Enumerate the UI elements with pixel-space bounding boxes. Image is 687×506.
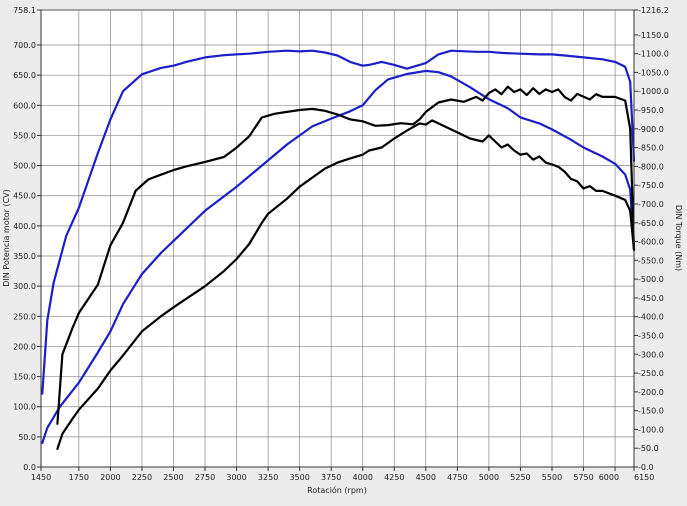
x-tick-label: 5750 bbox=[573, 473, 593, 482]
series-line-2 bbox=[41, 69, 636, 444]
x-axis-label: Rotación (rpm) bbox=[307, 485, 367, 495]
x-tick-label: 3750 bbox=[321, 473, 341, 482]
y-right-tick-label: -1000.0 bbox=[638, 87, 669, 96]
y-axis-left-label: DIN Potencia motor (CV) bbox=[2, 189, 11, 287]
x-tick-label: 2500 bbox=[163, 473, 183, 482]
y-left-tick-label: 50.0 bbox=[18, 433, 36, 442]
y-left-tick-label: 300.0 bbox=[13, 282, 36, 291]
y-right-tick-label: -500.0 bbox=[638, 275, 664, 284]
y-right-tick-label: -1100.0 bbox=[638, 50, 669, 59]
y-left-tick-label: 500.0 bbox=[13, 162, 36, 171]
y-left-tick-label: 758.1 bbox=[13, 6, 36, 15]
y-right-tick-label: -1050.0 bbox=[638, 68, 669, 77]
y-right-tick-label: -900.0 bbox=[638, 125, 664, 134]
y-right-tick-label: -800.0 bbox=[638, 162, 664, 171]
x-tick-label: 4750 bbox=[447, 473, 467, 482]
y-left-tick-label: 350.0 bbox=[13, 252, 36, 261]
grid-lines bbox=[41, 10, 634, 467]
y-left-tick-label: 450.0 bbox=[13, 192, 36, 201]
y-left-tick-label: 700.0 bbox=[13, 41, 36, 50]
y-left-tick-label: 250.0 bbox=[13, 312, 36, 321]
y-right-tick-label: -0.0 bbox=[638, 463, 654, 472]
y-right-tick-label: -1216.2 bbox=[638, 6, 669, 15]
x-tick-label: 2250 bbox=[132, 473, 152, 482]
x-tick-label: 5000 bbox=[479, 473, 499, 482]
y-left-tick-label: 600.0 bbox=[13, 101, 36, 110]
x-tick-label: 6000 bbox=[599, 473, 619, 482]
series-line-3 bbox=[56, 85, 636, 425]
y-left-tick-label: 650.0 bbox=[13, 71, 36, 80]
y-left-tick-label: 200.0 bbox=[13, 342, 36, 351]
y-right-tick-label: -850.0 bbox=[638, 144, 664, 153]
x-tick-label: 2750 bbox=[195, 473, 215, 482]
x-tick-label: 3000 bbox=[226, 473, 246, 482]
y-right-tick-label: -950.0 bbox=[638, 106, 664, 115]
plot-area bbox=[40, 9, 635, 468]
axes: 1450 1750 2000 2250 2500 2750 3000 3250 3500 3750… bbox=[13, 6, 669, 482]
y-right-tick-label: -650.0 bbox=[638, 219, 664, 228]
series-lines bbox=[41, 49, 636, 450]
y-right-tick-label: -100.0 bbox=[638, 425, 664, 434]
y-left-tick-label: 0.0 bbox=[23, 463, 36, 472]
y-left-tick-label: 400.0 bbox=[13, 222, 36, 231]
y-right-tick-label: -450.0 bbox=[638, 294, 664, 303]
x-tick-label: 3250 bbox=[258, 473, 278, 482]
x-tick-label: 5500 bbox=[542, 473, 562, 482]
y-right-tick-label: -350.0 bbox=[638, 331, 664, 340]
x-tick-label: 5250 bbox=[510, 473, 530, 482]
x-tick-label: 1750 bbox=[69, 473, 89, 482]
y-right-tick-label: -1150.0 bbox=[638, 31, 669, 40]
y-right-tick-label: -400.0 bbox=[638, 313, 664, 322]
x-tick-label: 3500 bbox=[289, 473, 309, 482]
y-axis-right-label: DIN Torque (Nm) bbox=[674, 205, 683, 271]
y-right-tick-label: -750.0 bbox=[638, 181, 664, 190]
y-left-tick-label: 550.0 bbox=[13, 131, 36, 140]
x-tick-label: 6150 bbox=[634, 473, 654, 482]
y-right-tick-label: -150.0 bbox=[638, 407, 664, 416]
y-left-tick-label: 100.0 bbox=[13, 403, 36, 412]
series-line-4 bbox=[56, 119, 636, 450]
x-tick-label: 4000 bbox=[353, 473, 373, 482]
y-right-tick-label: -250.0 bbox=[638, 369, 664, 378]
y-right-tick-label: -200.0 bbox=[638, 388, 664, 397]
x-tick-label: 1450 bbox=[31, 473, 51, 482]
y-right-tick-label: -550.0 bbox=[638, 256, 664, 265]
y-left-tick-label: 150.0 bbox=[13, 373, 36, 382]
y-right-tick-label: -600.0 bbox=[638, 238, 664, 247]
y-right-tick-label: -300.0 bbox=[638, 350, 664, 359]
y-right-tick-label: -700.0 bbox=[638, 200, 664, 209]
x-tick-label: 2000 bbox=[100, 473, 120, 482]
series-line-1 bbox=[41, 49, 636, 395]
x-tick-label: 4500 bbox=[416, 473, 436, 482]
y-right-tick-label: -50.0 bbox=[638, 444, 659, 453]
x-tick-label: 4250 bbox=[384, 473, 404, 482]
